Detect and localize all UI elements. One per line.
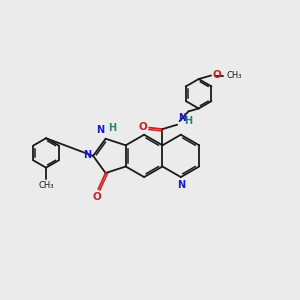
Text: N: N [178, 113, 187, 124]
Text: H: H [109, 123, 117, 133]
Text: N: N [177, 180, 185, 190]
Text: CH₃: CH₃ [226, 71, 242, 80]
Text: O: O [212, 70, 221, 80]
Text: N: N [96, 125, 104, 135]
Text: CH₃: CH₃ [38, 181, 54, 190]
Text: O: O [92, 192, 101, 202]
Text: O: O [138, 122, 147, 132]
Text: N: N [82, 150, 91, 160]
Text: H: H [184, 116, 192, 126]
